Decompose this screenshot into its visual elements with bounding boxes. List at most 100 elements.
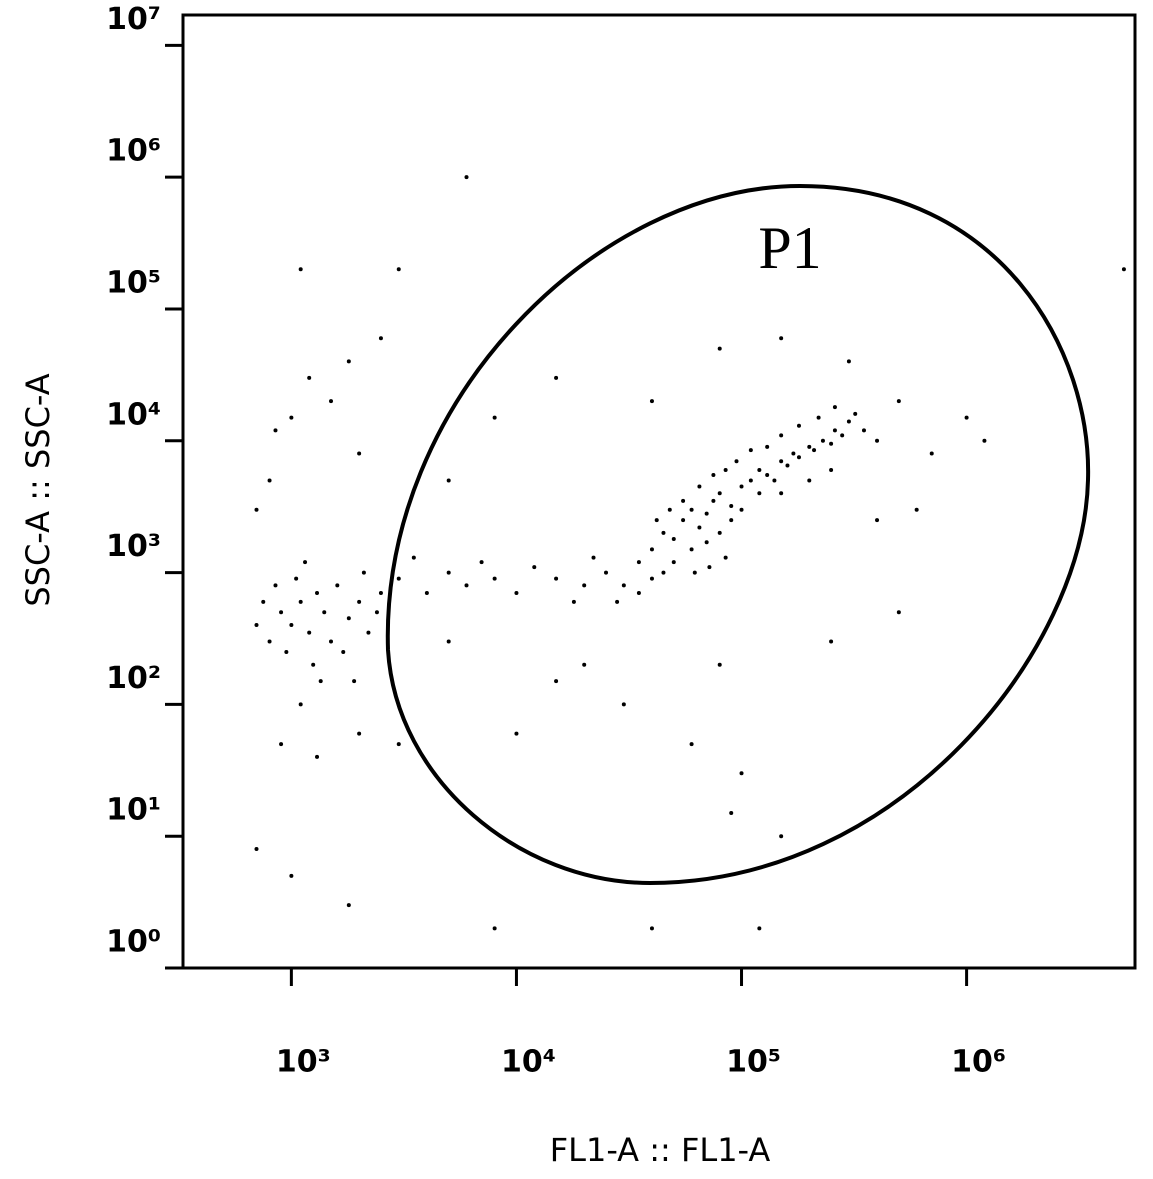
data-point	[681, 498, 686, 503]
data-point	[739, 484, 744, 489]
data-point	[832, 428, 837, 433]
data-point	[689, 742, 694, 747]
data-point	[254, 623, 259, 628]
data-point	[757, 491, 762, 496]
data-point	[554, 576, 559, 581]
data-point	[284, 649, 289, 654]
data-point	[692, 570, 697, 575]
data-point	[446, 570, 451, 575]
y-tick-label: 10⁰	[106, 925, 161, 960]
data-point	[254, 846, 259, 851]
data-point	[346, 616, 351, 621]
data-point	[289, 415, 294, 420]
x-tick-label: 10⁶	[951, 1045, 1006, 1080]
data-point	[615, 599, 620, 604]
data-point	[378, 591, 383, 596]
data-point	[1121, 267, 1126, 272]
data-point	[492, 926, 497, 931]
data-point	[875, 518, 880, 523]
data-point	[378, 336, 383, 341]
data-point	[729, 518, 734, 523]
data-point	[424, 591, 429, 596]
data-point	[739, 507, 744, 512]
data-point	[411, 555, 416, 560]
data-point	[914, 507, 919, 512]
data-point	[734, 459, 739, 464]
data-point	[779, 491, 784, 496]
data-point	[279, 610, 284, 615]
data-point	[294, 576, 299, 581]
data-point	[289, 873, 294, 878]
data-point	[374, 610, 379, 615]
data-point	[307, 630, 312, 635]
data-point	[779, 834, 784, 839]
data-point	[298, 599, 303, 604]
data-point	[446, 478, 451, 483]
plot-frame	[181, 13, 1137, 970]
data-point	[661, 530, 666, 535]
data-point	[812, 448, 817, 453]
data-point	[757, 468, 762, 473]
data-point	[315, 754, 320, 759]
data-point	[322, 610, 327, 615]
y-tick-label: 10⁵	[106, 265, 161, 300]
data-point	[329, 399, 334, 404]
data-point	[261, 599, 266, 604]
data-point	[748, 448, 753, 453]
data-point	[717, 530, 722, 535]
data-point	[840, 433, 845, 438]
data-point	[704, 540, 709, 545]
y-tick-label: 10³	[106, 529, 161, 564]
data-point	[649, 399, 654, 404]
y-tick-label: 10⁷	[106, 2, 161, 37]
data-point	[964, 415, 969, 420]
data-point	[832, 405, 837, 410]
data-point	[329, 639, 334, 644]
data-point	[896, 399, 901, 404]
data-point	[318, 679, 323, 684]
gate-p1	[385, 183, 1091, 886]
data-point	[861, 428, 866, 433]
data-point	[315, 591, 320, 596]
x-tick-label: 10⁴	[501, 1045, 556, 1080]
data-point	[796, 455, 801, 460]
data-point	[582, 583, 587, 588]
data-point	[649, 576, 654, 581]
data-point	[396, 576, 401, 581]
data-point	[704, 511, 709, 516]
data-point	[681, 518, 686, 523]
data-point	[796, 423, 801, 428]
data-point	[661, 570, 666, 575]
data-point	[729, 810, 734, 815]
data-point	[816, 415, 821, 420]
data-point	[582, 662, 587, 667]
data-point	[366, 630, 371, 635]
data-point	[649, 926, 654, 931]
data-point	[273, 428, 278, 433]
data-point	[267, 639, 272, 644]
x-axis-title: FL1-A :: FL1-A	[550, 1131, 771, 1169]
data-point	[311, 662, 316, 667]
data-point	[829, 441, 834, 446]
data-point	[671, 536, 676, 541]
data-point	[929, 451, 934, 456]
data-point	[757, 926, 762, 931]
data-point	[779, 433, 784, 438]
data-point	[289, 623, 294, 628]
data-point	[396, 267, 401, 272]
data-point	[464, 175, 469, 180]
y-tick-label: 10⁶	[106, 134, 161, 169]
data-point	[779, 459, 784, 464]
data-point	[717, 662, 722, 667]
data-point	[492, 576, 497, 581]
data-point	[341, 649, 346, 654]
data-point	[791, 451, 796, 456]
data-point	[717, 346, 722, 351]
y-tick-label: 10⁴	[106, 397, 161, 432]
data-point	[479, 560, 484, 565]
data-point	[307, 375, 312, 380]
data-point	[514, 731, 519, 736]
data-point	[711, 473, 716, 478]
data-point	[654, 518, 659, 523]
